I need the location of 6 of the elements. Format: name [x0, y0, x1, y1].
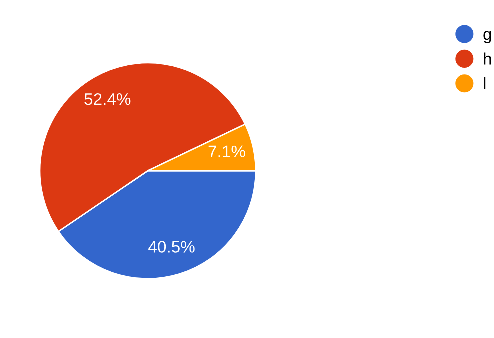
legend-label: g: [484, 31, 492, 44]
data-label: 52.4%: [84, 93, 131, 106]
data-label: 40.5%: [148, 241, 195, 253]
data-label: 7.1%: [208, 146, 246, 158]
legend-label: l: [484, 77, 486, 90]
legend-label: h: [484, 52, 492, 65]
